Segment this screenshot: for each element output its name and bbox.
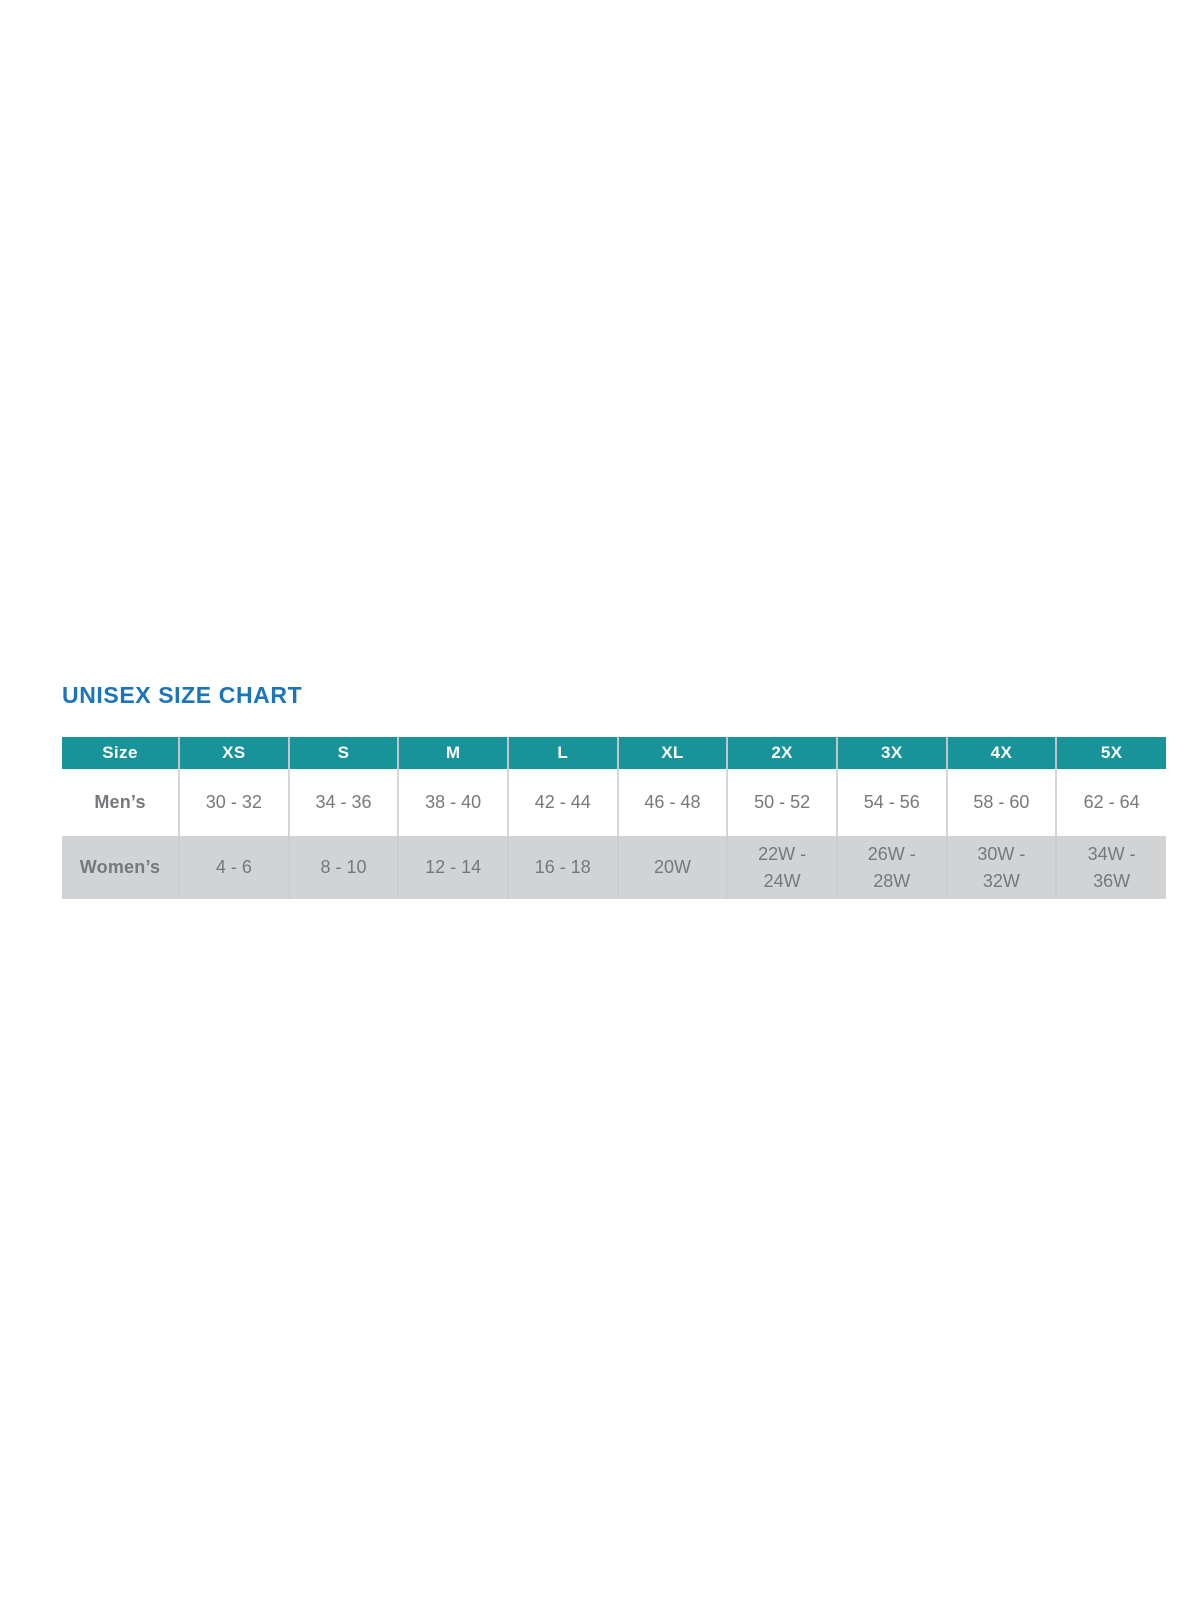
size-cell-womens-xl: 20W (617, 836, 729, 899)
size-cell-mens-4x: 58 - 60 (946, 769, 1058, 836)
size-cell-mens-3x: 54 - 56 (836, 769, 948, 836)
size-cell-womens-5x: 34W - 36W (1056, 836, 1166, 899)
row-label-mens: Men’s (62, 769, 180, 836)
header-row: Size XS S M L XL 2X 3X 4X 5X (62, 737, 1166, 769)
column-header-size: Size (62, 737, 180, 769)
size-cell-womens-s: 8 - 10 (288, 836, 400, 899)
size-cell-mens-5x: 62 - 64 (1056, 769, 1166, 836)
size-cell-mens-l: 42 - 44 (507, 769, 619, 836)
column-header-4x: 4X (946, 737, 1058, 769)
table-row-womens: Women’s 4 - 6 8 - 10 12 - 14 16 - 18 20W… (62, 836, 1166, 899)
row-label-womens: Women’s (62, 836, 180, 899)
column-header-xl: XL (617, 737, 729, 769)
size-cell-womens-3x: 26W - 28W (836, 836, 948, 899)
size-cell-womens-2x: 22W - 24W (727, 836, 838, 899)
column-header-xs: XS (179, 737, 290, 769)
column-header-m: M (398, 737, 509, 769)
size-cell-mens-xl: 46 - 48 (617, 769, 729, 836)
size-chart-table: Size XS S M L XL 2X 3X 4X 5X Men’s 30 - … (62, 737, 1166, 899)
size-cell-womens-4x: 30W - 32W (946, 836, 1058, 899)
size-cell-womens-xs: 4 - 6 (179, 836, 290, 899)
size-cell-mens-2x: 50 - 52 (727, 769, 838, 836)
column-header-l: L (507, 737, 619, 769)
size-cell-mens-s: 34 - 36 (288, 769, 400, 836)
column-header-s: S (288, 737, 400, 769)
table-row-mens: Men’s 30 - 32 34 - 36 38 - 40 42 - 44 46… (62, 769, 1166, 836)
size-cell-womens-l: 16 - 18 (507, 836, 619, 899)
page-title: UNISEX SIZE CHART (62, 682, 303, 708)
column-header-2x: 2X (727, 737, 838, 769)
size-cell-mens-m: 38 - 40 (398, 769, 509, 836)
size-cell-mens-xs: 30 - 32 (179, 769, 290, 836)
column-header-3x: 3X (836, 737, 948, 769)
size-cell-womens-m: 12 - 14 (398, 836, 509, 899)
column-header-5x: 5X (1056, 737, 1166, 769)
size-chart-section: UNISEX SIZE CHART Size XS S M L XL 2X 3X… (62, 682, 1166, 899)
